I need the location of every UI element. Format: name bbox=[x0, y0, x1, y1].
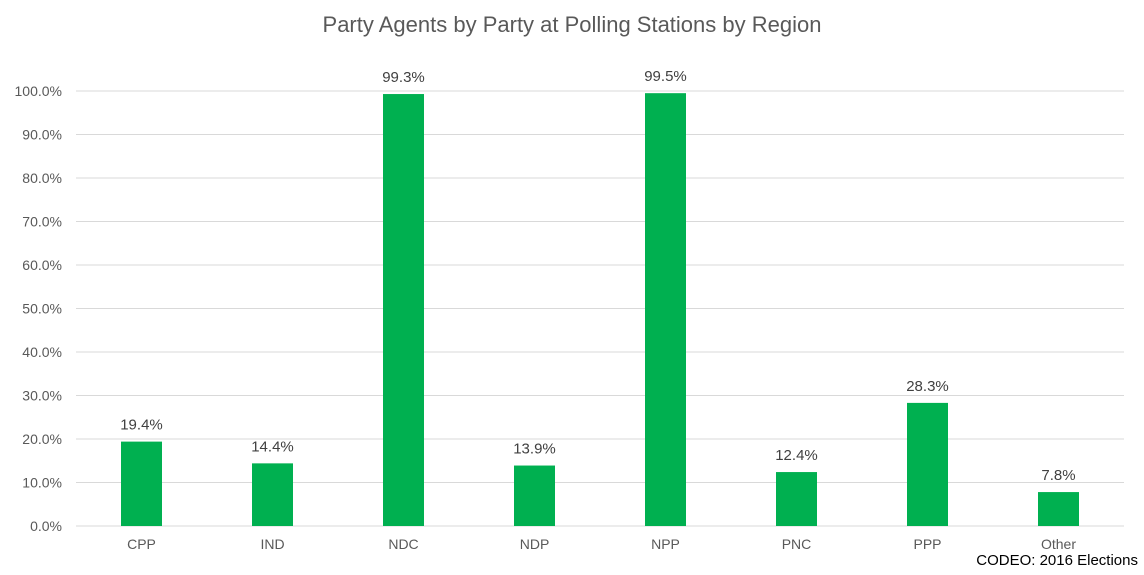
y-tick-label: 70.0% bbox=[22, 214, 62, 230]
y-tick-label: 50.0% bbox=[22, 301, 62, 317]
bar-cpp bbox=[121, 441, 162, 526]
bar-other bbox=[1038, 492, 1079, 526]
x-axis-tick-labels: CPP IND NDC NDP NPP PNC PPP Other bbox=[127, 536, 1076, 552]
bar-ndp bbox=[514, 465, 555, 526]
x-tick-label: IND bbox=[260, 536, 284, 552]
data-label: 19.4% bbox=[120, 417, 163, 434]
bar-ppp bbox=[907, 402, 948, 526]
data-label: 14.4% bbox=[251, 438, 294, 455]
y-tick-label: 40.0% bbox=[22, 344, 62, 360]
y-tick-label: 80.0% bbox=[22, 170, 62, 186]
y-axis-tick-labels: 0.0% 10.0% 20.0% 30.0% 40.0% 50.0% 60.0% 70.0% 8… bbox=[15, 83, 62, 534]
bars bbox=[121, 93, 1079, 527]
y-tick-label: 60.0% bbox=[22, 257, 62, 273]
y-tick-label: 30.0% bbox=[22, 388, 62, 404]
data-label: 99.3% bbox=[382, 69, 425, 86]
bar-ndc bbox=[383, 94, 424, 527]
data-label: 12.4% bbox=[775, 447, 818, 464]
x-tick-label: CPP bbox=[127, 536, 156, 552]
y-tick-label: 100.0% bbox=[15, 83, 62, 99]
chart-title: Party Agents by Party at Polling Station… bbox=[322, 12, 822, 37]
data-label: 99.5% bbox=[644, 68, 687, 85]
data-label: 28.3% bbox=[906, 378, 949, 395]
data-labels: 19.4% 14.4% 99.3% 13.9% 99.5% 12.4% 28.3% 7.8% bbox=[120, 68, 1075, 484]
x-tick-label: NDC bbox=[388, 536, 418, 552]
y-tick-label: 90.0% bbox=[22, 127, 62, 143]
source-note: CODEO: 2016 Elections bbox=[976, 552, 1138, 569]
x-tick-label: PPP bbox=[913, 536, 941, 552]
data-label: 13.9% bbox=[513, 441, 556, 458]
bar-pnc bbox=[776, 472, 817, 526]
y-tick-label: 10.0% bbox=[22, 475, 62, 491]
y-tick-label: 0.0% bbox=[30, 518, 62, 534]
x-tick-label: Other bbox=[1041, 536, 1076, 552]
data-label: 7.8% bbox=[1041, 467, 1075, 484]
gridlines bbox=[76, 90, 1124, 527]
bar-npp bbox=[645, 93, 686, 527]
x-tick-label: NPP bbox=[651, 536, 680, 552]
x-tick-label: NDP bbox=[520, 536, 550, 552]
bar-ind bbox=[252, 463, 293, 526]
x-tick-label: PNC bbox=[782, 536, 812, 552]
y-tick-label: 20.0% bbox=[22, 431, 62, 447]
